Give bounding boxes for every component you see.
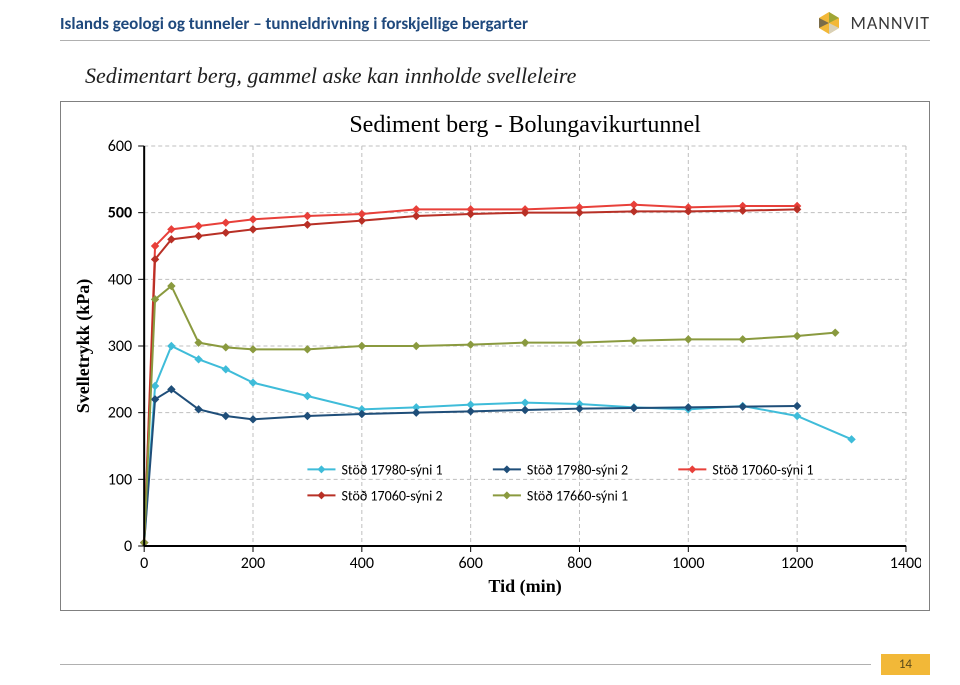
svg-text:Sediment berg - Bolungavikurtu: Sediment berg - Bolungavikurtunnel	[349, 112, 701, 138]
svg-text:600: 600	[108, 137, 132, 156]
header: Islands geologi og tunneler – tunneldriv…	[0, 0, 960, 40]
svg-text:0: 0	[140, 554, 148, 573]
svg-text:300: 300	[108, 337, 132, 356]
svg-text:800: 800	[567, 554, 591, 573]
svg-text:Stöð 17980-sýni 1: Stöð 17980-sýni 1	[341, 461, 442, 478]
footer: 14	[60, 654, 930, 675]
svg-text:200: 200	[241, 554, 265, 573]
svg-text:400: 400	[350, 554, 374, 573]
svg-text:Svelletrykk (kPa): Svelletrykk (kPa)	[73, 279, 94, 413]
svg-text:200: 200	[108, 404, 132, 423]
svg-text:0: 0	[124, 537, 132, 556]
chart-container: Sediment berg - Bolungavikurtunnel 0 200 40…	[60, 101, 930, 611]
svg-text:Tid (min): Tid (min)	[488, 576, 561, 597]
svg-text:Stöð 17660-sýni 1: Stöð 17660-sýni 1	[527, 487, 628, 504]
svg-text:100: 100	[108, 470, 132, 489]
subtitle-text: Sedimentart berg, gammel aske kan innhol…	[0, 41, 960, 101]
svg-text:1400: 1400	[890, 554, 921, 573]
page-number: 14	[881, 654, 930, 675]
header-title: Islands geologi og tunneler – tunneldriv…	[60, 13, 528, 34]
footer-divider	[60, 664, 871, 665]
svg-text:1000: 1000	[672, 554, 704, 573]
logo-icon	[816, 10, 842, 36]
line-chart: Sediment berg - Bolungavikurtunnel 0 200 40…	[69, 106, 921, 606]
logo: MANNVIT	[816, 10, 930, 36]
svg-text:Stöð 17060-sýni 2: Stöð 17060-sýni 2	[341, 487, 442, 504]
svg-text:600: 600	[458, 554, 482, 573]
svg-text:Stöð 17060-sýni 1: Stöð 17060-sýni 1	[712, 461, 813, 478]
svg-text:500: 500	[108, 204, 132, 223]
svg-text:Stöð 17980-sýni 2: Stöð 17980-sýni 2	[527, 461, 628, 478]
svg-text:400: 400	[108, 270, 132, 289]
logo-text: MANNVIT	[850, 12, 930, 34]
svg-text:1200: 1200	[781, 554, 813, 573]
